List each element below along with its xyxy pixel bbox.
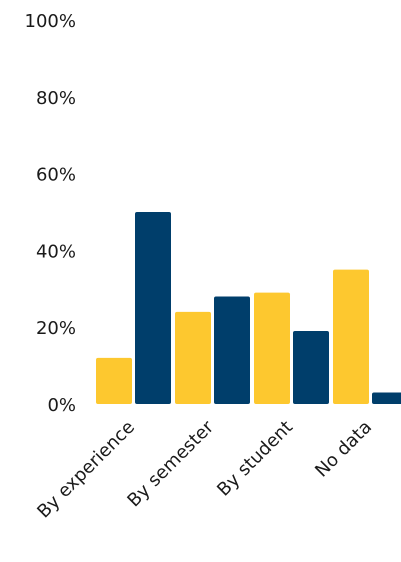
bar-series-2-by-student: [293, 331, 329, 404]
x-category-label: By student: [213, 417, 297, 501]
y-tick-label: 80%: [36, 88, 76, 109]
y-tick-label: 100%: [25, 11, 76, 32]
bar-series-2-by-experience: [135, 212, 171, 404]
bars: [96, 212, 401, 404]
x-category-label: By experience: [33, 417, 139, 523]
x-category-label: No data: [311, 417, 376, 482]
y-axis-ticks: 0% 20% 40% 60% 80% 100%: [25, 11, 76, 416]
bar-series-1-by-student: [254, 292, 290, 404]
y-tick-label: 20%: [36, 318, 76, 339]
bar-series-1-no-data: [333, 269, 369, 404]
bar-series-2-no-data: [372, 392, 401, 404]
bar-series-2-by-semester: [214, 296, 250, 404]
y-tick-label: 60%: [36, 165, 76, 186]
bar-series-1-by-semester: [175, 311, 211, 404]
y-tick-label: 40%: [36, 241, 76, 262]
bar-series-1-by-experience: [96, 357, 132, 404]
y-tick-label: 0%: [47, 395, 76, 416]
